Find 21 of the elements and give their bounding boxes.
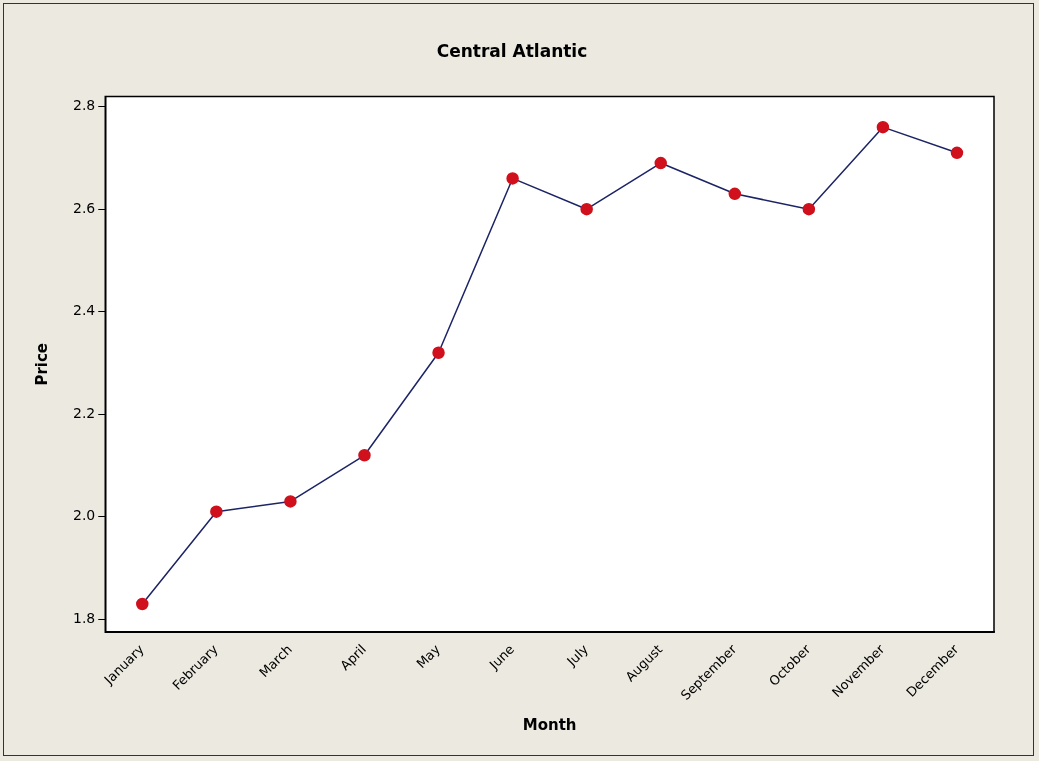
y-tick-label: 2.8 [73,97,96,114]
point [136,597,149,611]
point [802,202,816,216]
y-tick-label: 2.0 [73,507,96,524]
chart-title: Central Atlantic [436,40,588,61]
y-tick-label: 2.2 [73,404,96,421]
point [580,202,593,216]
point [654,156,667,170]
point [284,495,297,508]
point [728,187,742,201]
point [358,449,371,462]
y-tick-label: 2.6 [73,199,96,216]
point [876,120,890,134]
point [432,346,445,359]
point [210,505,223,518]
y-axis-title: Price [32,342,51,386]
y-tick-label: 1.8 [73,609,96,626]
y-tick-label: 2.4 [73,302,96,319]
x-axis-title: Month [522,715,577,734]
point [950,146,964,160]
point [506,172,519,185]
